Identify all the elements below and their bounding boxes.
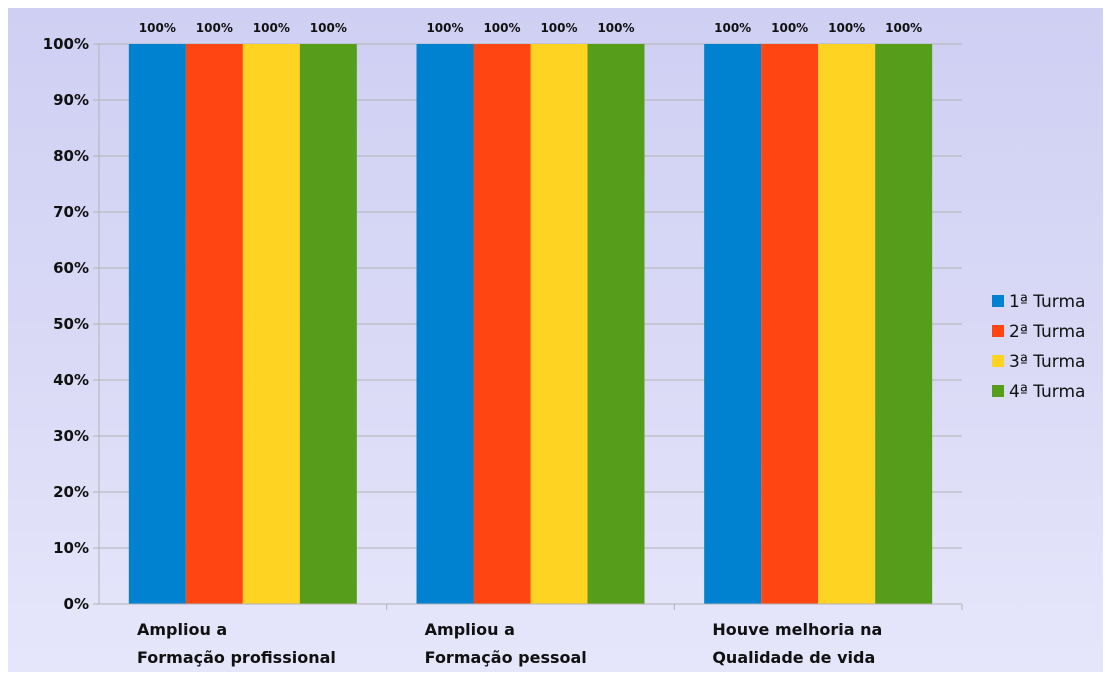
data-label: 100%	[483, 21, 520, 35]
data-label: 100%	[885, 21, 922, 35]
legend-swatch	[992, 385, 1004, 397]
legend-label: 2ª Turma	[1009, 322, 1085, 342]
data-label: 100%	[771, 21, 808, 35]
bar	[875, 44, 933, 604]
data-label: 100%	[196, 21, 233, 35]
legend-label: 1ª Turma	[1009, 292, 1085, 312]
data-label: 100%	[253, 21, 290, 35]
bar	[818, 44, 876, 604]
category-labels: Ampliou a Formação profissional Ampliou a F…	[137, 620, 882, 667]
bar	[530, 44, 588, 604]
data-labels: 100% 100% 100% 100% 100% 100% 100% 100% 100% 100%…	[139, 21, 922, 35]
category-label: Formação pessoal	[425, 648, 587, 667]
y-tick-label: 70%	[53, 203, 89, 221]
category-label: Formação profissional	[137, 648, 336, 667]
data-label: 100%	[310, 21, 347, 35]
legend: 1ª Turma 2ª Turma 3ª Turma 4ª Turma	[992, 292, 1085, 402]
bar	[185, 44, 243, 604]
legend-label: 3ª Turma	[1009, 352, 1085, 372]
category-label: Houve melhoria na	[712, 620, 882, 639]
data-label: 100%	[597, 21, 634, 35]
data-label: 100%	[139, 21, 176, 35]
bar	[128, 44, 186, 604]
category-label: Qualidade de vida	[712, 648, 875, 667]
data-label: 100%	[426, 21, 463, 35]
y-tick-label: 20%	[53, 483, 89, 501]
legend-swatch	[992, 295, 1004, 307]
bar	[473, 44, 531, 604]
y-tick-label: 0%	[64, 595, 89, 613]
bar	[761, 44, 819, 604]
chart-frame: 0% 10% 20% 30% 40% 50% 60% 70% 80% 90% 100% 100% 10…	[8, 8, 1103, 672]
bar	[587, 44, 645, 604]
bar	[242, 44, 300, 604]
y-tick-label: 40%	[53, 371, 89, 389]
y-tick-label: 60%	[53, 259, 89, 277]
bar	[299, 44, 357, 604]
category-label: Ampliou a	[425, 620, 515, 639]
y-tick-label: 100%	[43, 35, 89, 53]
y-tick-label: 10%	[53, 539, 89, 557]
y-tick-label: 90%	[53, 91, 89, 109]
data-label: 100%	[828, 21, 865, 35]
bar	[416, 44, 474, 604]
bar	[704, 44, 762, 604]
data-label: 100%	[540, 21, 577, 35]
y-tick-label: 30%	[53, 427, 89, 445]
y-axis-ticks: 0% 10% 20% 30% 40% 50% 60% 70% 80% 90% 100%	[43, 35, 89, 613]
legend-label: 4ª Turma	[1009, 382, 1085, 402]
bars	[128, 44, 933, 604]
data-label: 100%	[714, 21, 751, 35]
legend-swatch	[992, 355, 1004, 367]
y-tick-label: 80%	[53, 147, 89, 165]
category-label: Ampliou a	[137, 620, 227, 639]
axes	[93, 43, 963, 610]
bar-chart: 0%10%20%30%40%50%60%70%80%90%100% 100% 10…	[43, 21, 1086, 667]
y-tick-label: 50%	[53, 315, 89, 333]
legend-swatch	[992, 325, 1004, 337]
